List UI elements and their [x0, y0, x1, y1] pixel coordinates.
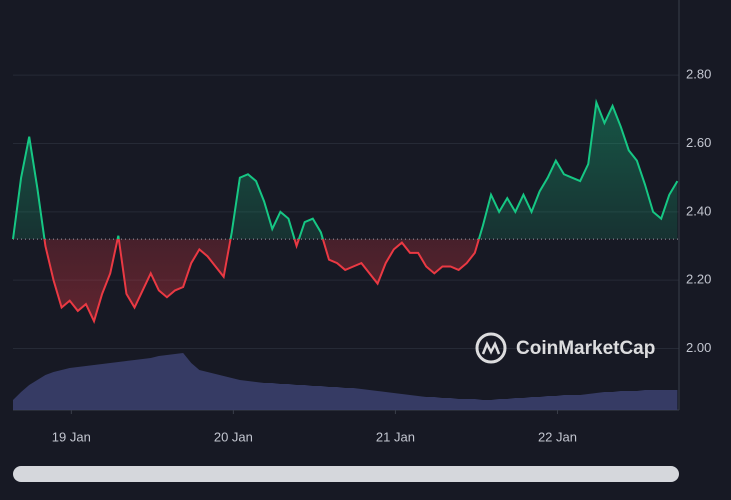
price-line-up: [12, 98, 679, 240]
volume-area: [13, 353, 678, 410]
y-tick-label: 2.00: [686, 340, 711, 355]
y-tick-label: 2.40: [686, 203, 711, 218]
y-tick-label: 2.20: [686, 272, 711, 287]
price-line-down: [12, 239, 480, 324]
x-tick-label: 20 Jan: [214, 429, 253, 444]
y-tick-label: 2.60: [686, 135, 711, 150]
y-tick-label: 2.80: [686, 67, 711, 82]
area-down: [13, 239, 678, 322]
watermark-text: CoinMarketCap: [516, 338, 655, 359]
x-tick-label: 22 Jan: [538, 429, 577, 444]
area-up: [13, 102, 678, 240]
x-tick-label: 21 Jan: [376, 429, 415, 444]
scrollbar[interactable]: [13, 466, 679, 482]
x-tick-label: 19 Jan: [52, 429, 91, 444]
watermark: CoinMarketCap: [475, 332, 655, 364]
